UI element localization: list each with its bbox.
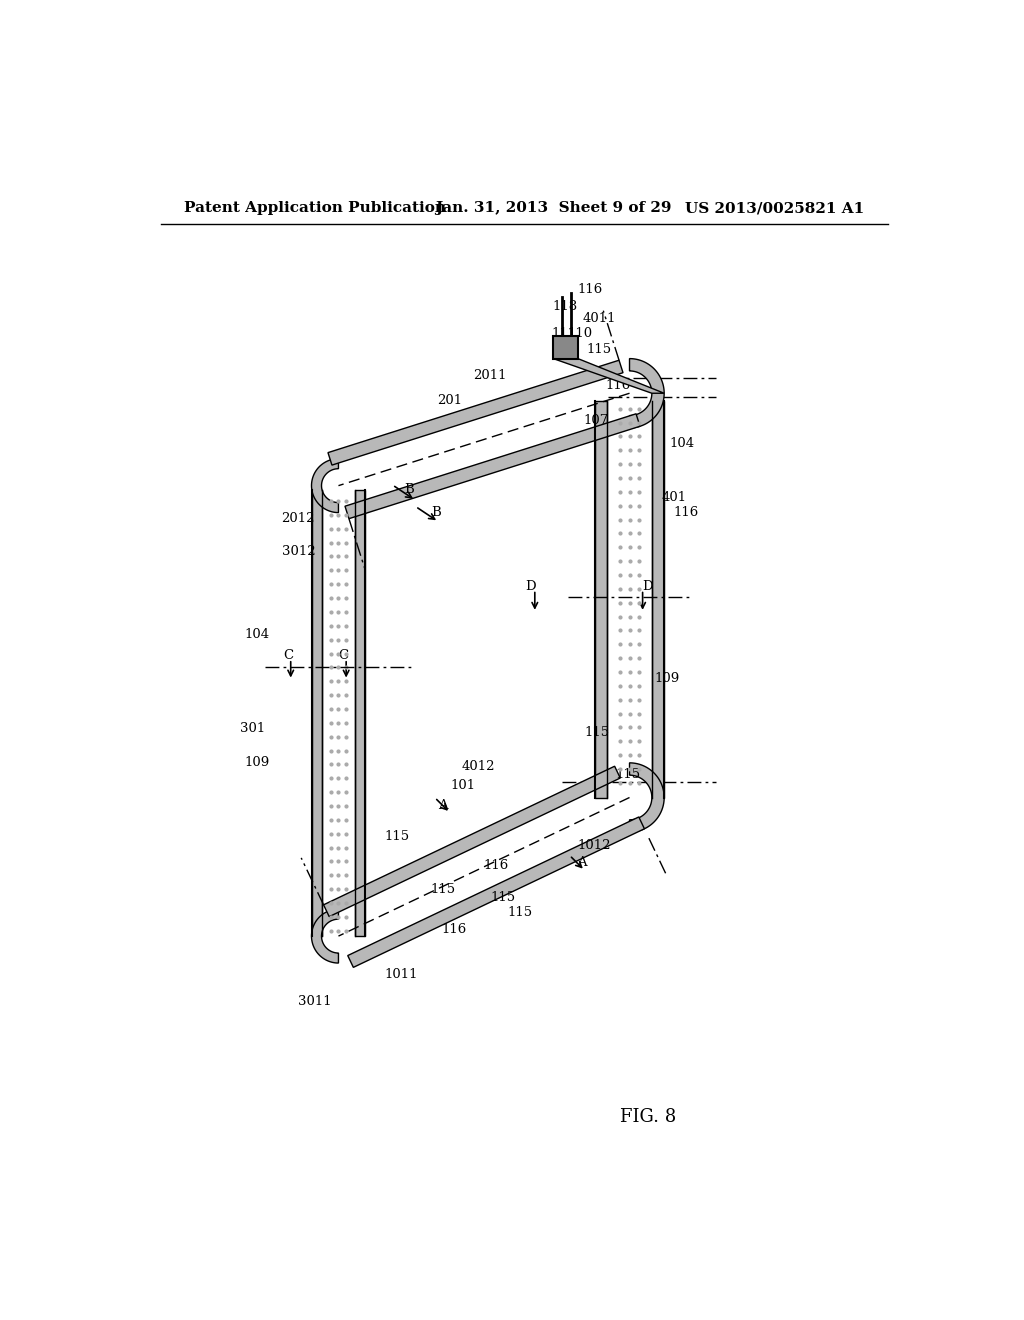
Polygon shape [311, 459, 339, 512]
Text: 116: 116 [483, 859, 509, 871]
Text: 1012: 1012 [578, 838, 610, 851]
Text: 3012: 3012 [283, 545, 315, 557]
Text: 115: 115 [490, 891, 516, 904]
Text: 201: 201 [437, 395, 462, 408]
Text: A: A [438, 799, 449, 812]
Text: 115: 115 [431, 883, 456, 896]
Text: D: D [643, 579, 653, 593]
Polygon shape [311, 909, 339, 964]
Polygon shape [630, 763, 665, 832]
Text: 111: 111 [551, 327, 577, 341]
Text: 104: 104 [245, 628, 269, 640]
Polygon shape [553, 359, 665, 393]
Text: 1011: 1011 [385, 968, 418, 981]
Text: D: D [524, 579, 536, 593]
Polygon shape [652, 401, 665, 797]
Text: 104: 104 [670, 437, 694, 450]
Text: 3011: 3011 [298, 995, 332, 1008]
Text: 116: 116 [674, 506, 698, 519]
Text: 116: 116 [441, 924, 467, 936]
Polygon shape [324, 766, 621, 916]
Text: 4011: 4011 [583, 312, 616, 325]
Text: 2012: 2012 [281, 512, 314, 525]
Text: 110: 110 [567, 327, 592, 341]
Text: 401: 401 [662, 491, 687, 504]
Text: 115: 115 [585, 726, 610, 739]
Polygon shape [328, 360, 623, 465]
Polygon shape [595, 401, 607, 797]
Text: 4012: 4012 [462, 760, 496, 774]
Text: 109: 109 [654, 672, 679, 685]
Text: A: A [578, 857, 587, 870]
Text: B: B [431, 506, 440, 519]
Text: US 2013/0025821 A1: US 2013/0025821 A1 [685, 202, 864, 215]
Text: 115: 115 [385, 829, 410, 842]
Text: 115: 115 [508, 907, 532, 920]
Polygon shape [553, 335, 578, 359]
Polygon shape [311, 490, 322, 936]
Text: 2011: 2011 [473, 370, 507, 381]
Text: 118: 118 [553, 300, 578, 313]
Text: 107: 107 [584, 413, 608, 426]
Text: 115: 115 [587, 343, 611, 356]
Text: C: C [283, 648, 293, 661]
Text: 116: 116 [605, 379, 631, 392]
Text: Patent Application Publication: Patent Application Publication [184, 202, 446, 215]
Polygon shape [345, 413, 640, 519]
Polygon shape [348, 817, 644, 968]
Text: 301: 301 [240, 722, 265, 735]
Text: 115: 115 [615, 768, 641, 781]
Polygon shape [355, 490, 366, 936]
Text: Jan. 31, 2013  Sheet 9 of 29: Jan. 31, 2013 Sheet 9 of 29 [435, 202, 671, 215]
Text: FIG. 8: FIG. 8 [620, 1107, 676, 1126]
Text: 116: 116 [578, 282, 602, 296]
Text: B: B [403, 483, 414, 496]
Text: 109: 109 [245, 756, 269, 770]
Text: 101: 101 [451, 779, 475, 792]
Polygon shape [630, 359, 665, 428]
Text: C: C [339, 648, 348, 661]
